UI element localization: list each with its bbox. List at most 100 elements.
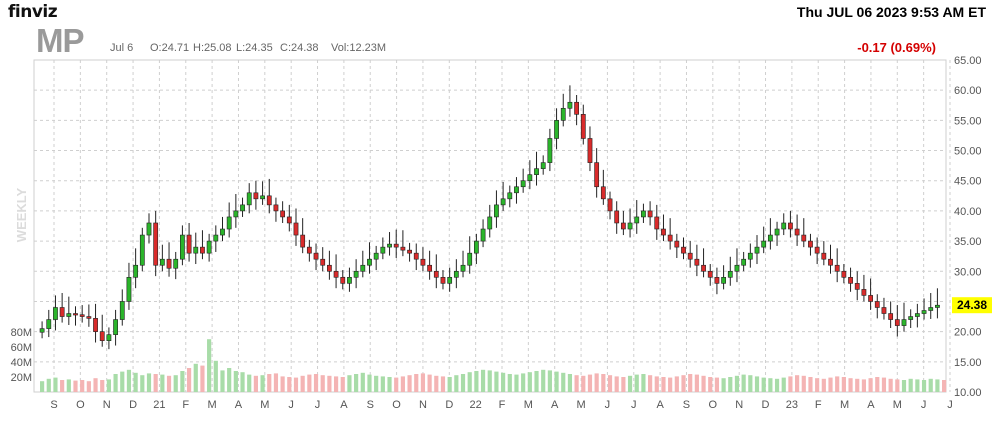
volume-bar [440, 376, 446, 392]
candle-body [427, 264, 433, 272]
volume-bar [868, 378, 873, 392]
candle-body [93, 318, 98, 332]
candle-body [567, 101, 573, 109]
candle-body [200, 246, 205, 254]
volume-bar [213, 360, 218, 392]
x-tick-label: J [605, 399, 611, 411]
candle-body [747, 252, 753, 260]
volume-bar [494, 371, 499, 392]
volume-bar [407, 375, 412, 392]
candle-body [133, 264, 139, 278]
volume-bar [507, 374, 512, 392]
x-tick-label: M [524, 399, 533, 411]
volume-bar [835, 376, 840, 392]
volume-bar [674, 376, 679, 392]
x-tick-label: A [340, 399, 348, 411]
volume-bar [901, 380, 907, 392]
x-tick-label: D [445, 399, 453, 411]
volume-bar [160, 374, 165, 392]
y-tick-label: 60.00 [954, 85, 982, 97]
candle-body [260, 195, 265, 200]
volume-bar [220, 370, 225, 392]
last-price-label: 24.38 [957, 298, 987, 312]
candle-body [473, 240, 479, 254]
x-tick-label: M [840, 399, 849, 411]
x-tick-label: A [551, 399, 559, 411]
volume-bar [434, 375, 439, 392]
volume-bar [627, 375, 633, 392]
volume-bar [942, 380, 947, 392]
volume-bar [133, 372, 138, 392]
candle-body [507, 192, 513, 200]
candle-body [373, 252, 379, 260]
candle-body [607, 198, 613, 212]
candle-body [868, 295, 873, 302]
y-tick-label: 55.00 [954, 115, 982, 127]
candle-body [367, 258, 372, 266]
volume-bar [908, 378, 913, 392]
candle-body [841, 270, 847, 278]
candle-body [440, 277, 446, 284]
ohlc-open: O:24.71 [150, 42, 190, 54]
candle-body [180, 234, 185, 260]
volume-bar [420, 373, 426, 392]
x-tick-label: J [921, 399, 927, 411]
volume-bar [200, 365, 205, 392]
y-tick-label: 10.00 [954, 387, 982, 399]
volume-bar [487, 370, 492, 392]
volume-bar [587, 374, 593, 392]
candle-body [774, 228, 780, 236]
volume-bar [240, 372, 245, 392]
volume-bar [120, 371, 125, 392]
candle-body [119, 301, 125, 320]
candle-body [266, 195, 272, 206]
candle-body [687, 252, 693, 260]
candle-body [53, 307, 58, 320]
candle-body [654, 216, 660, 230]
x-tick-label: M [208, 399, 217, 411]
volume-bar [567, 374, 573, 392]
volume-bar [227, 368, 232, 392]
volume-bar [547, 370, 552, 392]
volume-bar [875, 377, 880, 392]
x-tick-label: 23 [786, 399, 798, 411]
volume-bar [561, 372, 566, 392]
candle-body [320, 258, 326, 266]
ohlc-close: C:24.38 [280, 42, 319, 54]
volume-bar [728, 377, 733, 392]
candle-body [514, 186, 519, 194]
x-tick-label: N [103, 399, 111, 411]
volume-bar [761, 377, 766, 392]
candle-body [828, 258, 833, 266]
volume-bar [935, 379, 940, 392]
candle-body [854, 283, 860, 290]
volume-bar [614, 376, 619, 392]
volume-bar [521, 373, 526, 392]
volume-bar [166, 375, 172, 392]
volume-bar [754, 376, 760, 392]
candle-body [347, 277, 352, 284]
candle-body [794, 228, 800, 236]
candle-body [580, 114, 586, 139]
candle-body [554, 120, 559, 139]
candle-body [46, 319, 52, 329]
candle-body [420, 258, 426, 266]
volume-bar [601, 374, 606, 392]
x-tick-label: O [392, 399, 401, 411]
volume-tick-label: 80M [11, 327, 32, 339]
volume-bar [40, 381, 45, 392]
candle-body [767, 234, 773, 242]
volume-bar [861, 379, 867, 392]
candle-body [935, 304, 940, 308]
volume-bar [293, 377, 299, 392]
volume-bar [287, 377, 292, 392]
candle-body [534, 168, 539, 175]
finviz-logo[interactable]: finviz [8, 2, 58, 22]
candle-body [888, 313, 894, 320]
candle-body [527, 174, 533, 182]
volume-bar [247, 374, 252, 392]
volume-bar [46, 378, 51, 392]
candle-body [293, 222, 299, 236]
candle-body [273, 204, 279, 212]
